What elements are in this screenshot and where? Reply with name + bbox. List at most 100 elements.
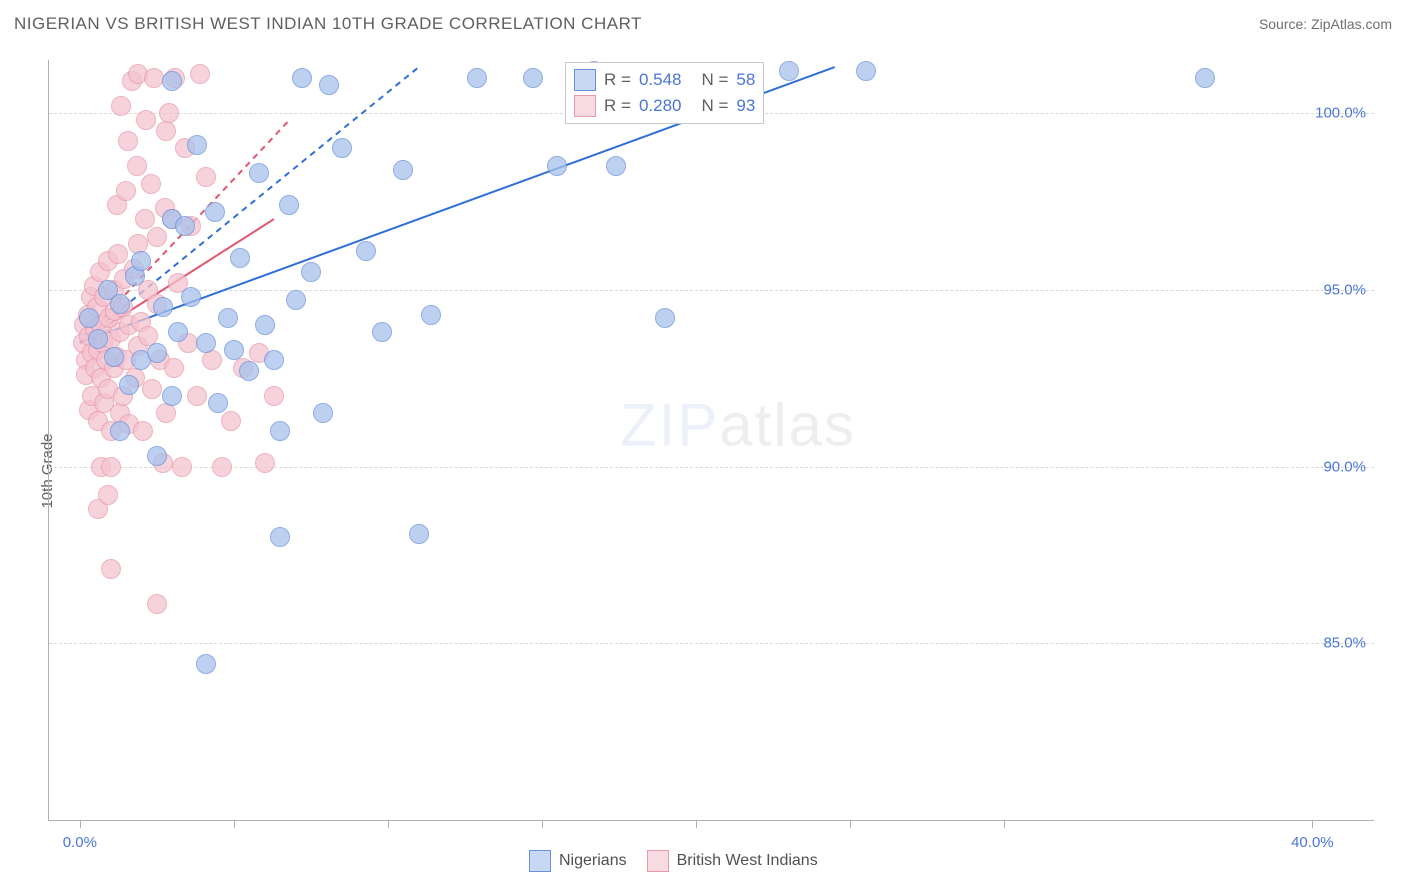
- legend-r-label: R =: [604, 96, 631, 116]
- data-point: [279, 195, 299, 215]
- data-point: [779, 61, 799, 81]
- data-point: [187, 135, 207, 155]
- source-label: Source: ZipAtlas.com: [1259, 16, 1392, 32]
- data-point: [141, 174, 161, 194]
- x-tick: [1004, 820, 1005, 828]
- legend-item: British West Indians: [647, 850, 818, 872]
- data-point: [147, 343, 167, 363]
- data-point: [1195, 68, 1215, 88]
- data-point: [181, 287, 201, 307]
- data-point: [156, 403, 176, 423]
- data-point: [147, 227, 167, 247]
- x-tick: [542, 820, 543, 828]
- data-point: [196, 654, 216, 674]
- data-point: [856, 61, 876, 81]
- data-point: [135, 209, 155, 229]
- legend-swatch: [647, 850, 669, 872]
- legend-r-label: R =: [604, 70, 631, 90]
- data-point: [230, 248, 250, 268]
- legend-row: R = 0.280 N = 93: [574, 93, 755, 119]
- data-point: [301, 262, 321, 282]
- data-point: [116, 181, 136, 201]
- data-point: [655, 308, 675, 328]
- data-point: [212, 457, 232, 477]
- data-point: [187, 386, 207, 406]
- correlation-legend: R = 0.548 N = 58 R = 0.280 N = 93: [565, 62, 764, 124]
- data-point: [202, 350, 222, 370]
- data-point: [286, 290, 306, 310]
- data-point: [409, 524, 429, 544]
- x-tick: [850, 820, 851, 828]
- legend-n-label: N =: [701, 70, 728, 90]
- gridline-h: [49, 467, 1374, 468]
- data-point: [118, 131, 138, 151]
- legend-label: British West Indians: [677, 852, 818, 870]
- data-point: [208, 393, 228, 413]
- legend-label: Nigerians: [559, 852, 627, 870]
- data-point: [292, 68, 312, 88]
- data-point: [168, 322, 188, 342]
- legend-n-value: 93: [736, 96, 755, 116]
- data-point: [356, 241, 376, 261]
- data-point: [372, 322, 392, 342]
- legend-r-value: 0.280: [639, 96, 682, 116]
- x-tick: [388, 820, 389, 828]
- data-point: [172, 457, 192, 477]
- data-point: [79, 308, 99, 328]
- data-point: [98, 485, 118, 505]
- data-point: [156, 121, 176, 141]
- legend-n-value: 58: [736, 70, 755, 90]
- data-point: [110, 294, 130, 314]
- legend-r-value: 0.548: [639, 70, 682, 90]
- data-point: [88, 329, 108, 349]
- legend-swatch: [574, 95, 596, 117]
- data-point: [205, 202, 225, 222]
- data-point: [104, 347, 124, 367]
- data-point: [136, 110, 156, 130]
- data-point: [224, 340, 244, 360]
- legend-item: Nigerians: [529, 850, 627, 872]
- data-point: [332, 138, 352, 158]
- data-point: [111, 96, 131, 116]
- data-point: [110, 421, 130, 441]
- data-point: [101, 457, 121, 477]
- data-point: [196, 333, 216, 353]
- x-tick: [1312, 820, 1313, 828]
- watermark: ZIPatlas: [620, 390, 856, 459]
- x-tick-label: 0.0%: [63, 834, 97, 851]
- data-point: [319, 75, 339, 95]
- data-point: [147, 446, 167, 466]
- y-tick-label: 90.0%: [1323, 458, 1366, 475]
- x-tick: [234, 820, 235, 828]
- data-point: [127, 156, 147, 176]
- data-point: [255, 453, 275, 473]
- data-point: [153, 297, 173, 317]
- data-point: [523, 68, 543, 88]
- data-point: [142, 379, 162, 399]
- data-point: [162, 71, 182, 91]
- data-point: [547, 156, 567, 176]
- y-tick-label: 85.0%: [1323, 635, 1366, 652]
- x-tick: [80, 820, 81, 828]
- data-point: [119, 375, 139, 395]
- data-point: [270, 421, 290, 441]
- data-point: [175, 216, 195, 236]
- data-point: [249, 163, 269, 183]
- y-tick-label: 95.0%: [1323, 281, 1366, 298]
- plot-area: 85.0%90.0%95.0%100.0%0.0%40.0%ZIPatlasR …: [48, 60, 1374, 821]
- data-point: [421, 305, 441, 325]
- data-point: [221, 411, 241, 431]
- legend-swatch: [574, 69, 596, 91]
- data-point: [218, 308, 238, 328]
- data-point: [159, 103, 179, 123]
- legend-n-label: N =: [701, 96, 728, 116]
- data-point: [467, 68, 487, 88]
- legend-swatch: [529, 850, 551, 872]
- data-point: [270, 527, 290, 547]
- data-point: [190, 64, 210, 84]
- gridline-h: [49, 643, 1374, 644]
- data-point: [164, 358, 184, 378]
- data-point: [393, 160, 413, 180]
- data-point: [264, 386, 284, 406]
- data-point: [147, 594, 167, 614]
